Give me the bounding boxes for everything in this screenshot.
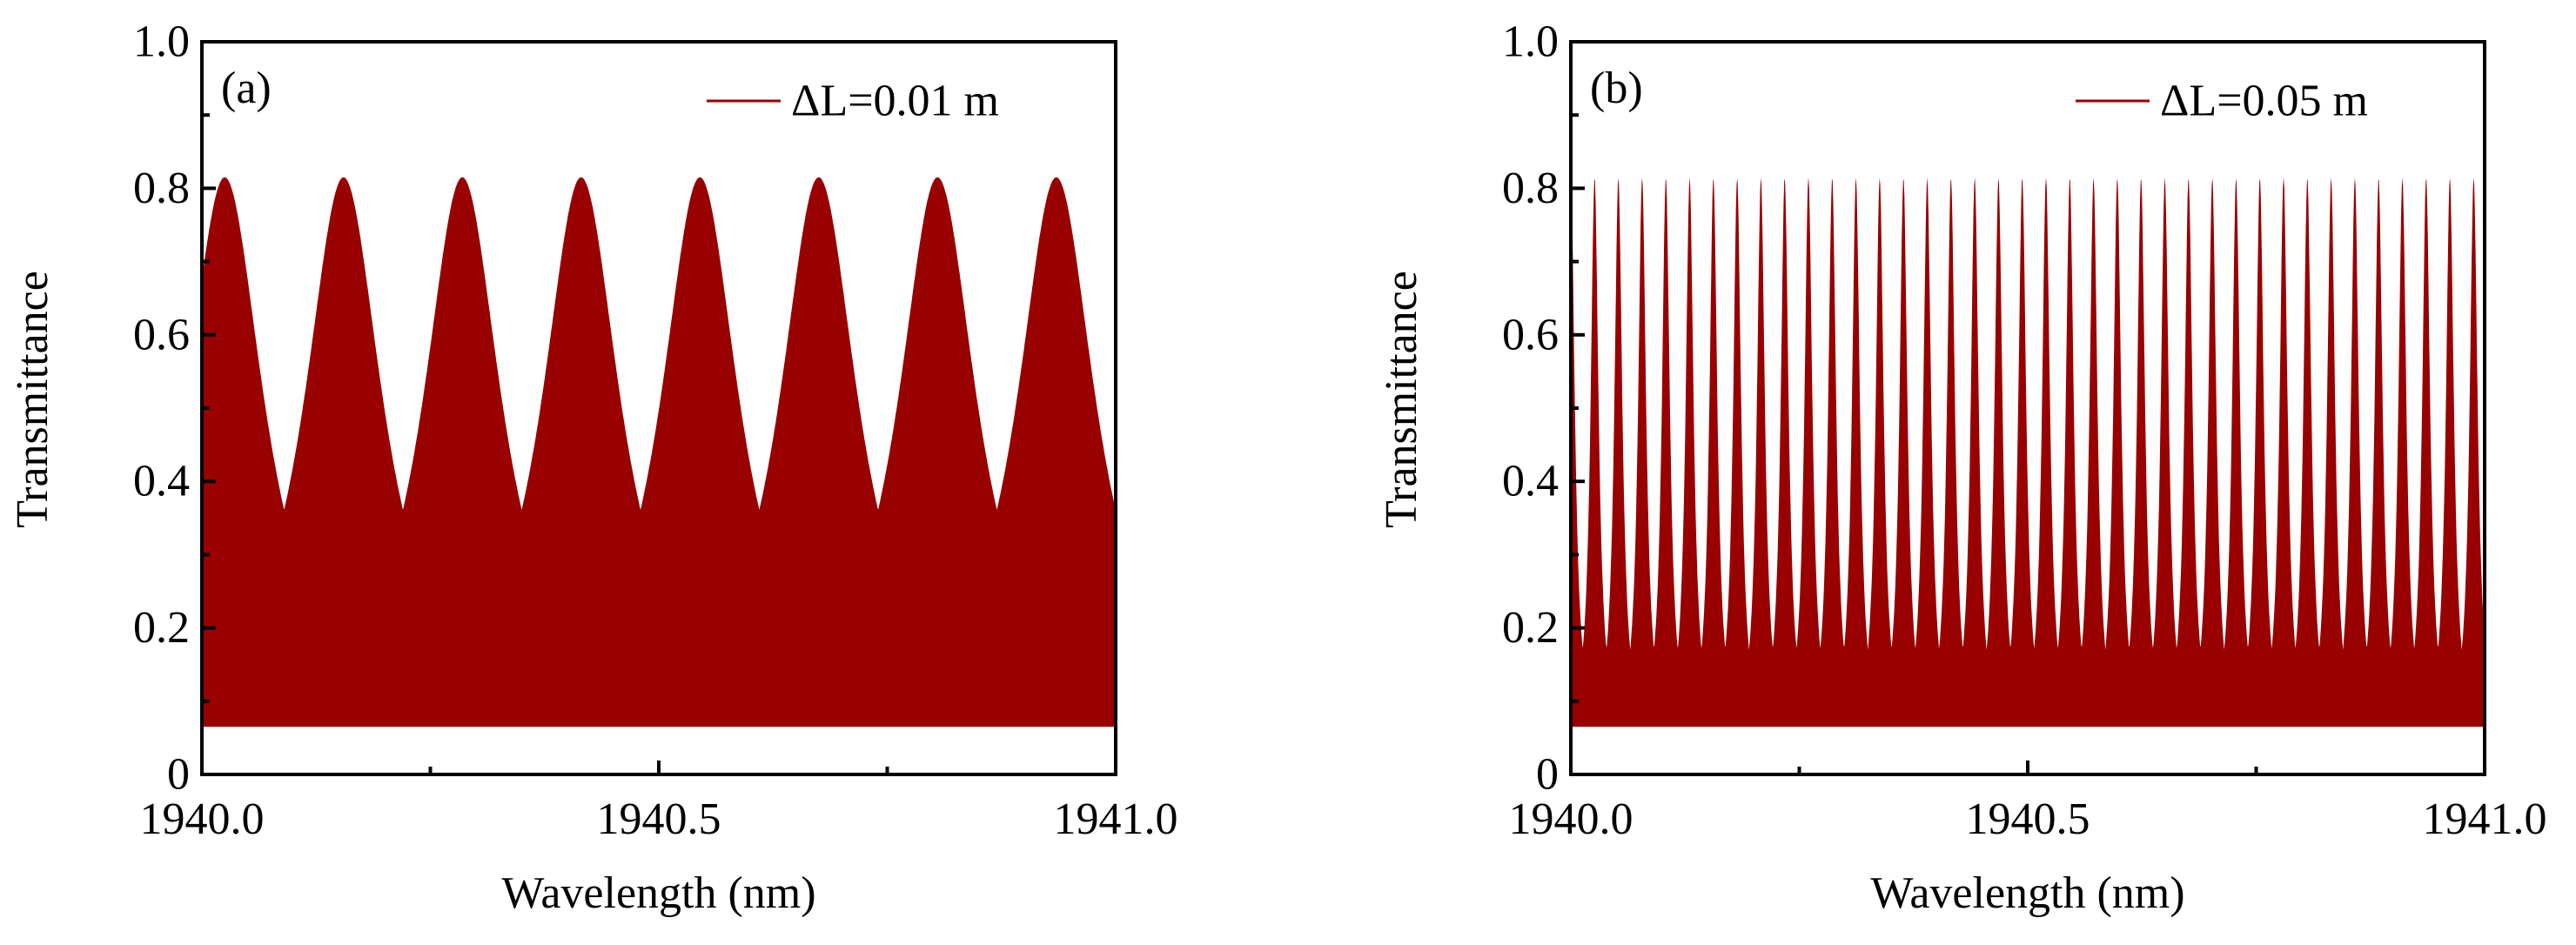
panel-a: 0 0.2 0.4 0.6 0.8 1.0 1940.0 1940.5 1941… — [8, 17, 1178, 919]
y-tick-label: 1.0 — [1502, 17, 1559, 67]
y-tick-label: 0 — [167, 750, 190, 800]
y-tick-label: 0.2 — [1502, 603, 1559, 653]
panel-label: (a) — [221, 64, 272, 113]
x-tick-label: 1940.0 — [1509, 794, 1633, 844]
y-tick-label: 0.6 — [1502, 310, 1559, 359]
y-axis-label: Transmittance — [1377, 271, 1426, 528]
legend-label: ΔL=0.05 m — [2160, 77, 2368, 126]
x-tick-label: 1941.0 — [2423, 794, 2547, 844]
y-tick-label: 0.6 — [133, 310, 190, 359]
x-tick-label: 1940.5 — [1966, 794, 2090, 844]
panel-label: (b) — [1590, 64, 1643, 113]
x-axis-label: Wavelength (nm) — [1870, 868, 2184, 918]
x-tick-label: 1940.0 — [140, 794, 265, 844]
tick-marks-b — [1569, 40, 2486, 776]
x-tick-label: 1940.5 — [597, 794, 721, 844]
series-fill-a — [202, 177, 1116, 727]
series-fill-b — [1571, 177, 2485, 727]
y-tick-label: 0.8 — [1502, 164, 1559, 213]
x-tick-label: 1941.0 — [1054, 794, 1178, 844]
panel-b: 0 0.2 0.4 0.6 0.8 1.0 1940.0 1940.5 1941… — [1377, 17, 2547, 919]
y-tick-label: 0.8 — [133, 164, 190, 213]
y-tick-label: 1.0 — [133, 17, 190, 67]
tick-marks-a — [200, 40, 1117, 776]
y-tick-label: 0.4 — [133, 457, 190, 506]
legend-label: ΔL=0.01 m — [791, 77, 999, 126]
y-axis-label: Transmittance — [8, 271, 57, 528]
y-tick-label: 0 — [1536, 750, 1559, 800]
y-tick-label: 0.2 — [133, 603, 190, 653]
y-tick-label: 0.4 — [1502, 457, 1559, 506]
x-axis-label: Wavelength (nm) — [501, 868, 815, 918]
